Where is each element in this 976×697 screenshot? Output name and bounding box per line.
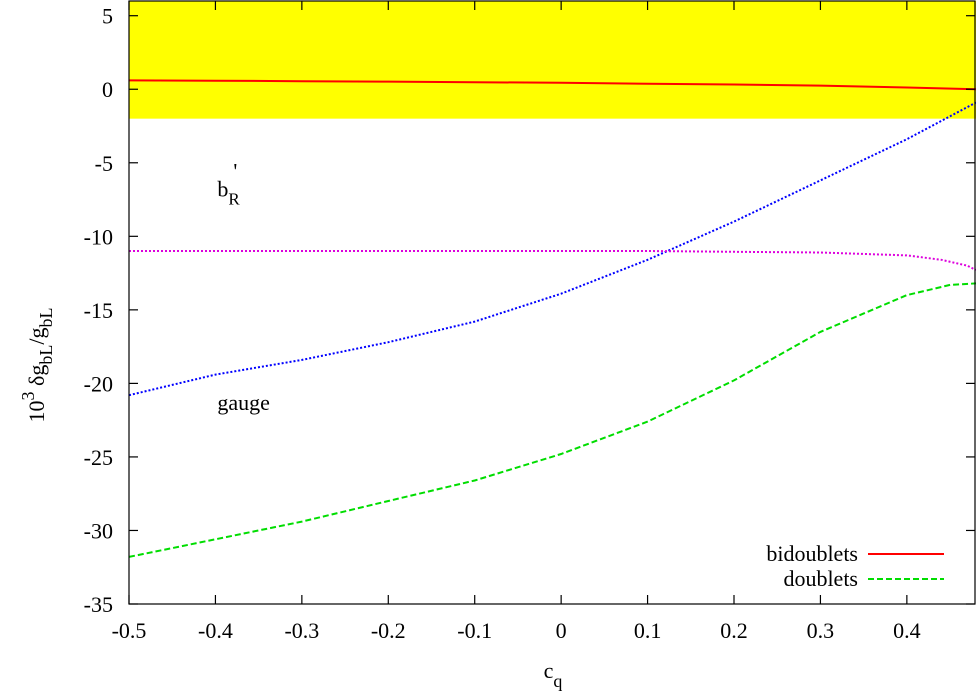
x-tick-label: -0.2 [371, 618, 406, 643]
x-tick-label: 0.1 [634, 618, 662, 643]
series-line-1 [128, 282, 976, 558]
x-tick-label: 0.2 [720, 618, 748, 643]
x-tick-label: -0.4 [198, 618, 233, 643]
series-line-2 [128, 101, 976, 397]
y-tick-label: 5 [102, 4, 113, 29]
constraint-band [129, 1, 976, 119]
y-tick-label: -10 [84, 224, 113, 249]
y-tick-label: -15 [84, 298, 113, 323]
annotation-1-prime: ' [233, 159, 237, 184]
annotation-0: gauge [217, 390, 270, 415]
y-tick-label: -35 [84, 592, 113, 617]
series-line-0 [128, 79, 976, 91]
y-tick-label: -30 [84, 518, 113, 543]
series-line-3 [129, 250, 976, 271]
annotation-1: bR [217, 177, 240, 209]
x-axis-label: cq [544, 658, 563, 691]
series-layer [128, 79, 976, 558]
x-tick-label: -0.5 [112, 618, 147, 643]
y-tick-label: -25 [84, 445, 113, 470]
x-tick-label: 0 [556, 618, 567, 643]
x-tick-label: -0.1 [457, 618, 492, 643]
plot-frame [128, 0, 976, 605]
ticks: -0.5 -0.4 -0.3 -0.2 -0.1 0 0.1 0.2 0.3 0.4 5 0 -5 -10… [84, 1, 975, 643]
x-tick-label: -0.3 [284, 618, 319, 643]
x-tick-label: 0.4 [893, 618, 921, 643]
legend-label: doublets [783, 566, 858, 591]
y-tick-label: 0 [102, 77, 113, 102]
legend-label: bidoublets [766, 541, 858, 566]
y-tick-label: -20 [84, 371, 113, 396]
y-axis-label: 103 δgbL/gbL [18, 308, 56, 423]
y-tick-label: -5 [95, 151, 113, 176]
x-tick-label: 0.3 [807, 618, 835, 643]
annotations: gauge bR' [217, 159, 270, 415]
